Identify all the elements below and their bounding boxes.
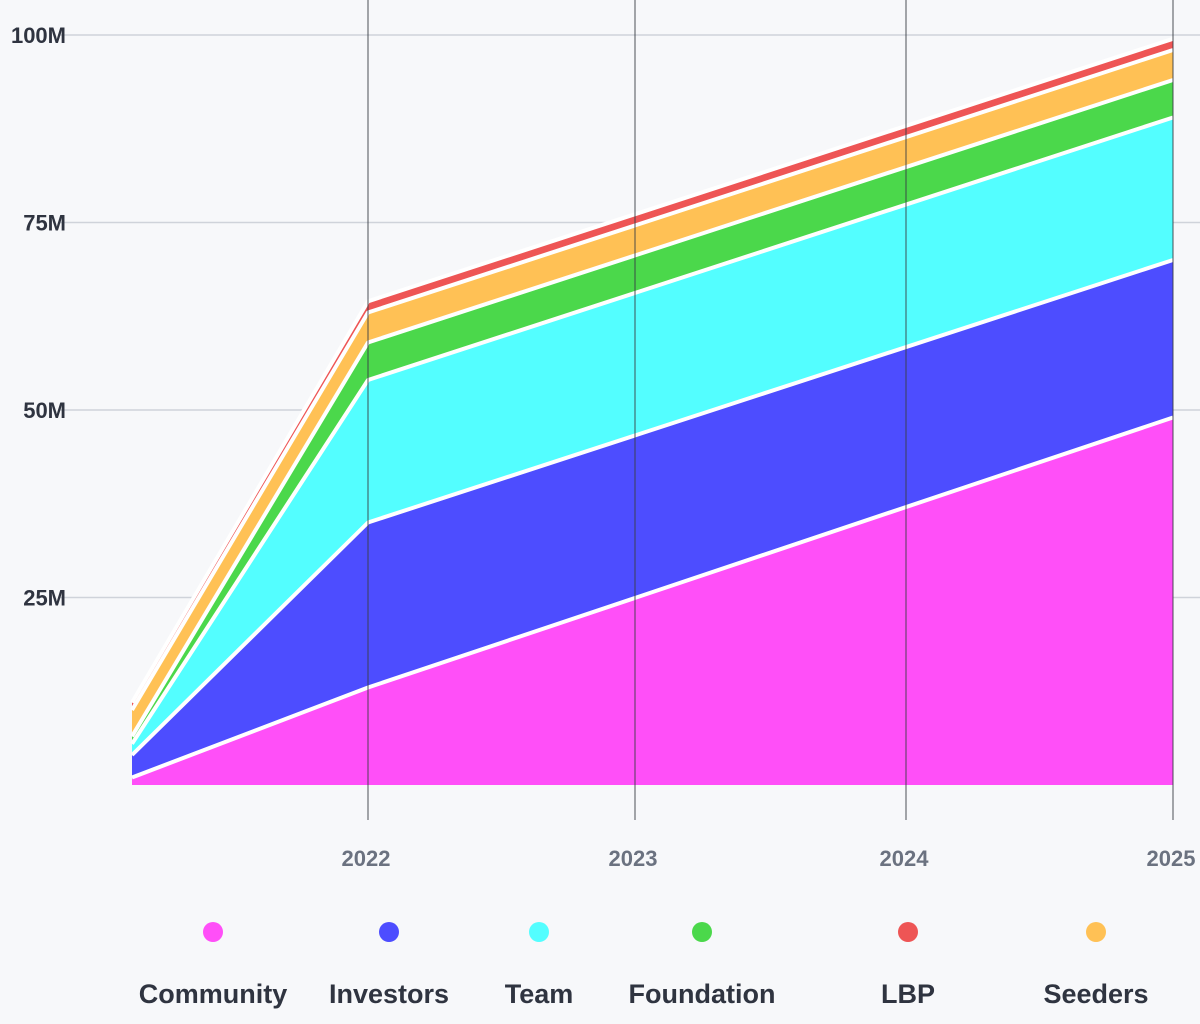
x-tick-label: 2023 bbox=[609, 846, 658, 871]
legend-dot-investors bbox=[379, 922, 399, 942]
x-tick-label: 2022 bbox=[342, 846, 391, 871]
legend-dot-foundation bbox=[692, 922, 712, 942]
area-layer bbox=[130, 36, 1174, 785]
legend: Community Investors Team Foundation LBP Seede… bbox=[139, 922, 1149, 1009]
y-tick-label: 25M bbox=[23, 586, 66, 611]
legend-dot-seeders bbox=[1086, 922, 1106, 942]
area-community bbox=[132, 417, 1173, 785]
area-investors bbox=[132, 260, 1173, 778]
legend-dot-team bbox=[529, 922, 549, 942]
legend-label-seeders: Seeders bbox=[1043, 979, 1148, 1009]
legend-label-investors: Investors bbox=[329, 979, 449, 1009]
x-tick-label: 2024 bbox=[880, 846, 930, 871]
axis-layer: 25M 50M 75M 100M 2022 2023 2024 2025 bbox=[11, 0, 1196, 871]
legend-label-community: Community bbox=[139, 979, 288, 1009]
y-tick-label: 50M bbox=[23, 398, 66, 423]
area-team bbox=[132, 117, 1173, 755]
area-foundation bbox=[132, 80, 1173, 744]
legend-dot-lbp bbox=[898, 922, 918, 942]
legend-label-team: Team bbox=[505, 979, 574, 1009]
x-tick-label: 2025 bbox=[1147, 846, 1196, 871]
y-tick-label: 75M bbox=[23, 211, 66, 236]
legend-label-foundation: Foundation bbox=[629, 979, 776, 1009]
y-tick-label: 100M bbox=[11, 23, 66, 48]
legend-label-lbp: LBP bbox=[881, 979, 935, 1009]
legend-dot-community bbox=[203, 922, 223, 942]
